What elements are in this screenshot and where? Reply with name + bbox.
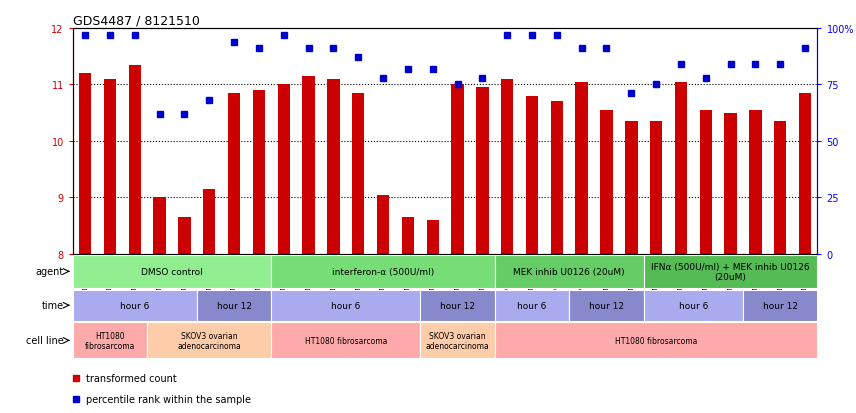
Bar [327,80,340,254]
Bar [73,255,271,289]
Bar [271,255,495,289]
Text: hour 6: hour 6 [679,301,708,310]
Bar [495,255,644,289]
Bar [104,80,116,254]
Text: interferon-α (500U/ml): interferon-α (500U/ml) [332,267,434,276]
Bar [277,85,290,254]
Text: hour 6: hour 6 [331,301,360,310]
Bar [271,323,420,358]
Text: hour 12: hour 12 [763,301,798,310]
Text: hour 12: hour 12 [440,301,475,310]
Text: agent: agent [36,267,64,277]
Text: MEK inhib U0126 (20uM): MEK inhib U0126 (20uM) [514,267,625,276]
Bar [128,66,141,254]
Text: hour 6: hour 6 [120,301,150,310]
Bar [625,122,638,254]
Text: SKOV3 ovarian
adenocarcinoma: SKOV3 ovarian adenocarcinoma [177,331,241,350]
Bar [79,74,92,254]
Text: GDS4487 / 8121510: GDS4487 / 8121510 [73,15,199,28]
Bar [203,190,216,254]
Bar [451,85,464,254]
Bar [420,290,495,321]
Text: HT1080 fibrosarcoma: HT1080 fibrosarcoma [615,336,698,345]
Text: hour 12: hour 12 [589,301,624,310]
Bar [228,94,241,254]
Bar [743,290,817,321]
Text: cell line: cell line [26,335,64,346]
Bar [644,255,817,289]
Bar [377,195,389,254]
Text: DMSO control: DMSO control [141,267,203,276]
Bar [575,83,588,254]
Bar [420,323,495,358]
Bar [426,221,439,254]
Bar [699,111,712,254]
Bar [526,97,538,254]
Text: HT1080
fibrosarcoma: HT1080 fibrosarcoma [85,331,135,350]
Bar [302,77,315,254]
Bar [724,114,737,254]
Bar [600,111,613,254]
Bar [147,323,271,358]
Bar [774,122,787,254]
Bar [495,323,817,358]
Bar [675,83,687,254]
Bar [73,290,197,321]
Text: HT1080 fibrosarcoma: HT1080 fibrosarcoma [305,336,387,345]
Bar [501,80,514,254]
Text: SKOV3 ovarian
adenocarcinoma: SKOV3 ovarian adenocarcinoma [425,331,490,350]
Bar [271,290,420,321]
Text: hour 6: hour 6 [517,301,547,310]
Bar [550,102,563,254]
Bar [650,122,663,254]
Bar [253,91,265,254]
Bar [644,290,743,321]
Text: hour 12: hour 12 [217,301,252,310]
Bar [569,290,644,321]
Bar [749,111,762,254]
Bar [799,94,811,254]
Text: percentile rank within the sample: percentile rank within the sample [86,394,251,404]
Bar [495,290,569,321]
Bar [352,94,365,254]
Text: time: time [42,301,64,311]
Bar [197,290,271,321]
Text: IFNα (500U/ml) + MEK inhib U0126
(20uM): IFNα (500U/ml) + MEK inhib U0126 (20uM) [651,262,810,281]
Text: transformed count: transformed count [86,373,177,383]
Bar [178,218,191,254]
Bar [476,88,489,254]
Bar [401,218,414,254]
Bar [73,323,147,358]
Bar [153,198,166,254]
